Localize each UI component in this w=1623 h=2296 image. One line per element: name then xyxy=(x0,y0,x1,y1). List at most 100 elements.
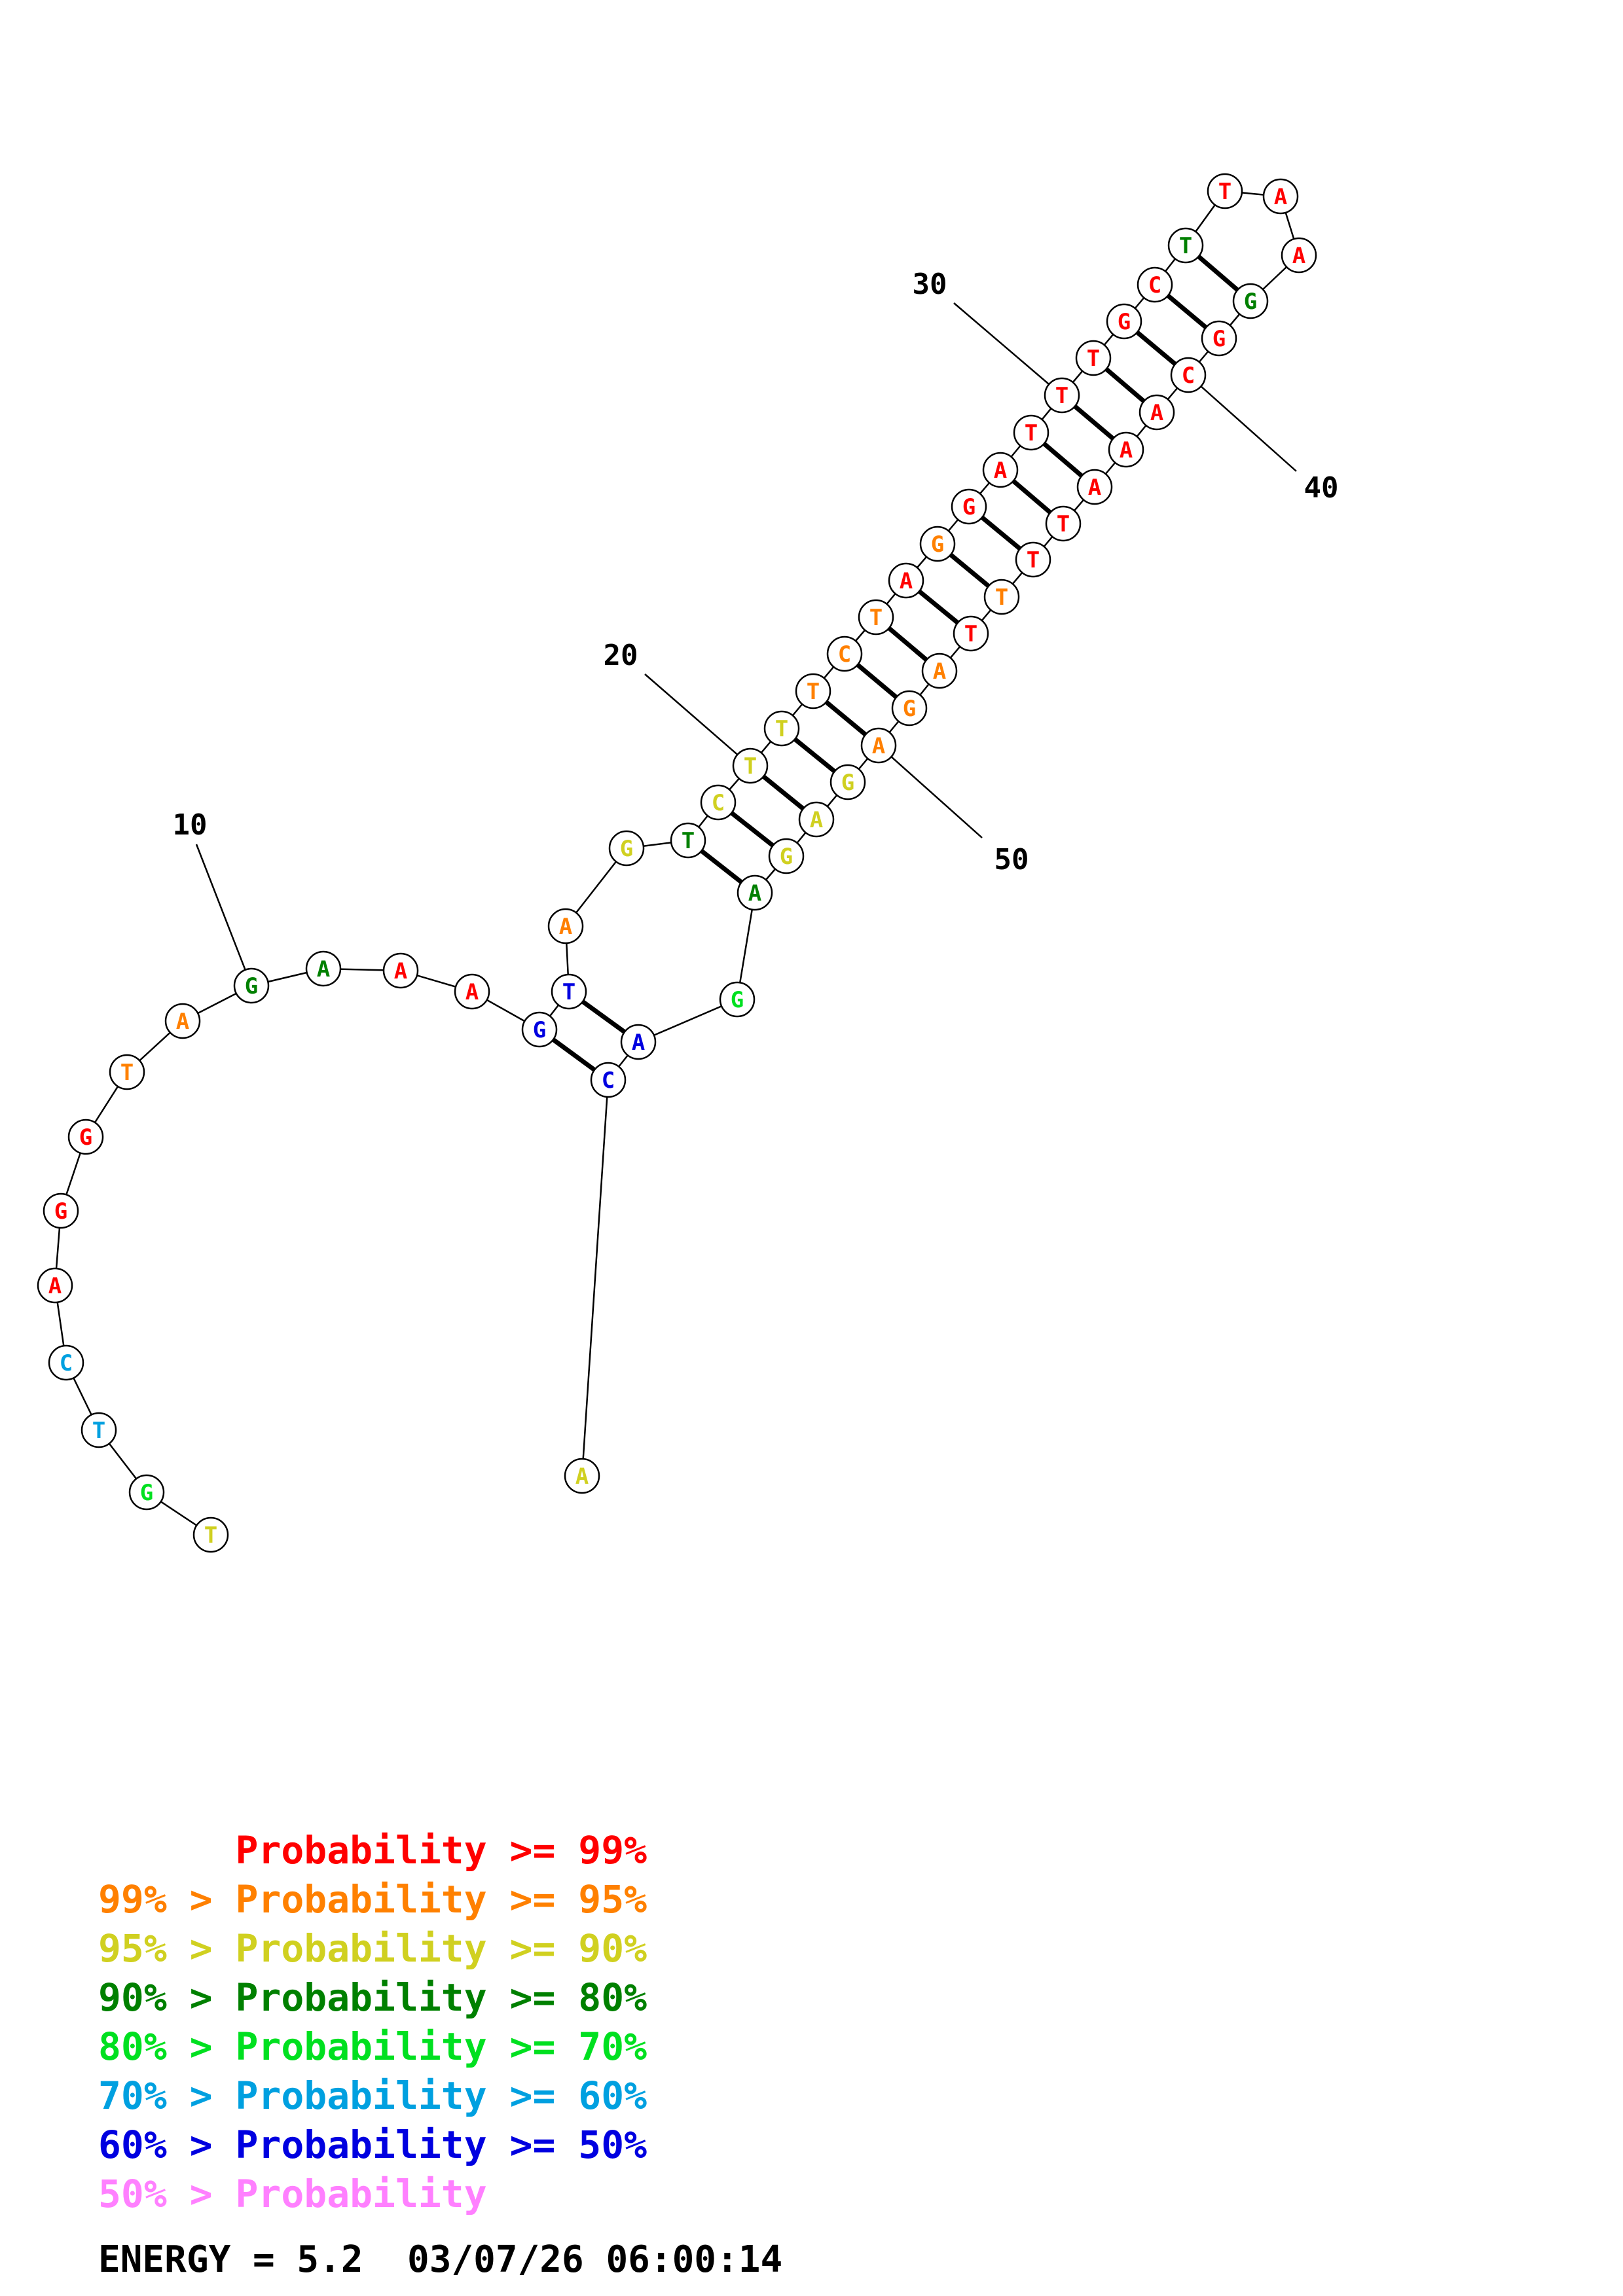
nucleotide-base: A xyxy=(994,457,1007,484)
nucleotide-base: T xyxy=(1027,547,1040,573)
nucleotide-circle xyxy=(732,747,769,784)
backbone-segment xyxy=(736,892,756,1000)
nucleotide: A xyxy=(798,801,835,838)
nucleotide: A xyxy=(454,973,490,1010)
energy-readout: ENERGY = 5.2 03/07/26 06:00:14 xyxy=(98,2238,783,2281)
nucleotide-circle xyxy=(1207,173,1243,209)
nucleotide: G xyxy=(67,1119,104,1155)
nucleotide-circle xyxy=(953,615,989,652)
nucleotide-base: T xyxy=(775,716,788,742)
nucleotide-circle xyxy=(719,981,756,1018)
legend-text: Probability >= 80% xyxy=(235,1975,647,2020)
legend-prefix: 60% > xyxy=(98,2123,236,2167)
tick-line xyxy=(1188,374,1297,472)
nucleotide-base: T xyxy=(682,828,695,854)
nucleotide-circle xyxy=(1108,431,1144,468)
nucleotide-base: A xyxy=(1274,184,1287,210)
nucleotide-circle xyxy=(305,950,342,987)
nucleotide: A xyxy=(547,908,584,944)
nucleotide-circle xyxy=(233,967,270,1004)
nucleotide: A xyxy=(564,1458,600,1494)
nucleotide-base: T xyxy=(562,979,575,1005)
backbone-segment xyxy=(638,998,738,1043)
nucleotide-base: G xyxy=(245,973,258,999)
nucleotide-base: G xyxy=(1213,326,1226,352)
nucleotide-base: G xyxy=(962,494,976,520)
nucleotide-circle xyxy=(921,653,958,689)
nucleotide: A xyxy=(37,1267,73,1304)
legend-text: Probability xyxy=(235,2172,487,2216)
nucleotide-base: C xyxy=(60,1350,73,1376)
nucleotide-circle xyxy=(1045,505,1082,542)
nucleotide-base: T xyxy=(1179,233,1192,259)
nucleotide: T xyxy=(1044,377,1080,414)
nucleotide-base: T xyxy=(807,679,820,705)
nucleotide-base: G xyxy=(780,844,793,870)
nucleotide-base: T xyxy=(1025,420,1038,446)
nucleotide-circle xyxy=(891,690,928,726)
nucleotide: T xyxy=(763,710,800,747)
nucleotide: G xyxy=(608,830,645,867)
nucleotide-base: A xyxy=(1292,243,1305,269)
nucleotide: C xyxy=(700,784,737,821)
nucleotide-base: T xyxy=(1218,179,1231,205)
nucleotide-base: G xyxy=(533,1017,546,1043)
nucleotide: A xyxy=(1281,237,1317,274)
nucleotide-circle xyxy=(700,784,737,821)
nucleotide-circle xyxy=(919,526,956,562)
nucleotide: A xyxy=(305,950,342,987)
nucleotide-circle xyxy=(830,764,866,800)
legend-row: 95% > Probability >= 90% xyxy=(98,1924,647,1973)
nucleotide: G xyxy=(891,690,928,726)
nucleotide-circle xyxy=(951,488,987,525)
nucleotide-circle xyxy=(192,1516,229,1553)
nucleotide-base: C xyxy=(1182,363,1195,389)
legend-text: Probability >= 60% xyxy=(235,2073,647,2118)
nucleotide-circle xyxy=(1015,541,1051,578)
nucleotide-base: A xyxy=(1150,400,1163,426)
nucleotide: A xyxy=(164,1003,201,1039)
nucleotide-base: C xyxy=(602,1067,615,1094)
nucleotide-base: G xyxy=(1118,309,1131,335)
nucleotide-circle xyxy=(551,973,587,1010)
nucleotide-circle xyxy=(382,952,419,989)
nucleotide: C xyxy=(590,1062,627,1098)
nucleotide: G xyxy=(830,764,866,800)
nucleotide: C xyxy=(48,1344,84,1381)
legend-row: 80% > Probability >= 70% xyxy=(98,2022,647,2072)
nucleotide: T xyxy=(1075,340,1112,376)
nucleotide: C xyxy=(1137,266,1173,303)
nucleotide-circle xyxy=(1137,266,1173,303)
tick-label: 10 xyxy=(173,808,208,842)
nucleotide-circle xyxy=(1076,469,1113,505)
nucleotide-circle xyxy=(982,452,1019,488)
legend-row: Probability >= 99% xyxy=(98,1826,647,1875)
nucleotide: C xyxy=(826,636,863,672)
nucleotide-circle xyxy=(48,1344,84,1381)
nucleotide-base: A xyxy=(810,807,823,833)
nucleotide-base: A xyxy=(176,1009,189,1035)
nucleotide: G xyxy=(233,967,270,1004)
nucleotide-base: T xyxy=(1087,346,1100,372)
nucleotide-circle xyxy=(608,830,645,867)
nucleotide-circle xyxy=(1013,414,1049,451)
nucleotide: T xyxy=(1015,541,1051,578)
nucleotide-base: G xyxy=(731,987,744,1013)
nucleotide: T xyxy=(192,1516,229,1553)
nucleotide-base: G xyxy=(79,1124,92,1151)
nucleotide: G xyxy=(1201,320,1237,357)
nucleotide-circle xyxy=(521,1011,558,1048)
nucleotide-circle xyxy=(860,727,897,764)
nucleotide: T xyxy=(953,615,989,652)
nucleotide-circle xyxy=(763,710,800,747)
nucleotide: T xyxy=(81,1412,117,1448)
nucleotide-circle xyxy=(81,1412,117,1448)
nucleotide-circle xyxy=(858,599,894,636)
nucleotide-base: A xyxy=(748,880,761,906)
nucleotide: A xyxy=(860,727,897,764)
legend-row: 60% > Probability >= 50% xyxy=(98,2121,647,2170)
nucleotide-base: G xyxy=(903,696,916,722)
nucleotide-base: T xyxy=(1055,383,1068,409)
nucleotide-circle xyxy=(737,874,773,911)
